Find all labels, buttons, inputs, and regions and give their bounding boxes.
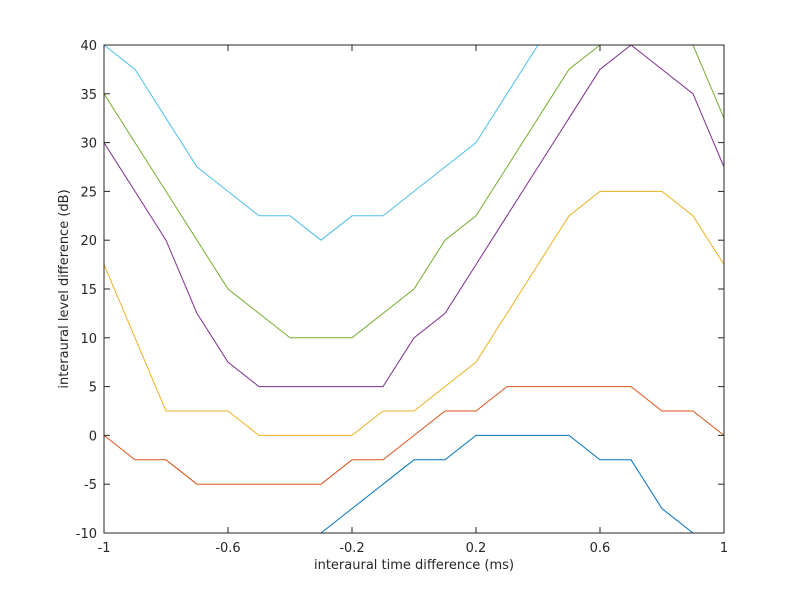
y-tick-label: -10 [76, 527, 97, 542]
y-tick-label: 0 [89, 429, 97, 444]
x-axis-ticks: -1 -0.6 -0.2 0.2 0.6 1 [98, 45, 728, 556]
y-tick-label: 20 [80, 234, 97, 249]
x-axis-label: interaural time difference (ms) [314, 558, 514, 573]
x-tick-label: 0.2 [466, 541, 487, 556]
x-tick-label: 0.6 [590, 541, 611, 556]
y-axis-ticks: -10 -5 0 5 10 15 20 25 30 35 40 [76, 39, 724, 542]
x-tick-label: -0.2 [339, 541, 364, 556]
series-lines [103, 44, 725, 534]
series-line-6 [103, 44, 724, 241]
x-tick-label: -0.6 [215, 541, 240, 556]
y-tick-label: 25 [80, 185, 97, 200]
series-line-3 [103, 190, 725, 436]
y-tick-label: 30 [80, 137, 97, 152]
x-tick-label: -1 [98, 541, 111, 556]
series-line-4 [103, 44, 725, 388]
y-tick-label: 35 [80, 88, 97, 103]
y-axis-label: interaural level difference (dB) [57, 189, 72, 388]
x-tick-label: 1 [720, 541, 728, 556]
y-tick-label: 5 [89, 381, 97, 396]
y-tick-label: -5 [84, 478, 97, 493]
y-tick-label: 10 [80, 332, 97, 347]
y-tick-label: 40 [80, 39, 97, 54]
y-tick-label: 15 [80, 283, 97, 298]
series-line-2 [103, 386, 725, 485]
